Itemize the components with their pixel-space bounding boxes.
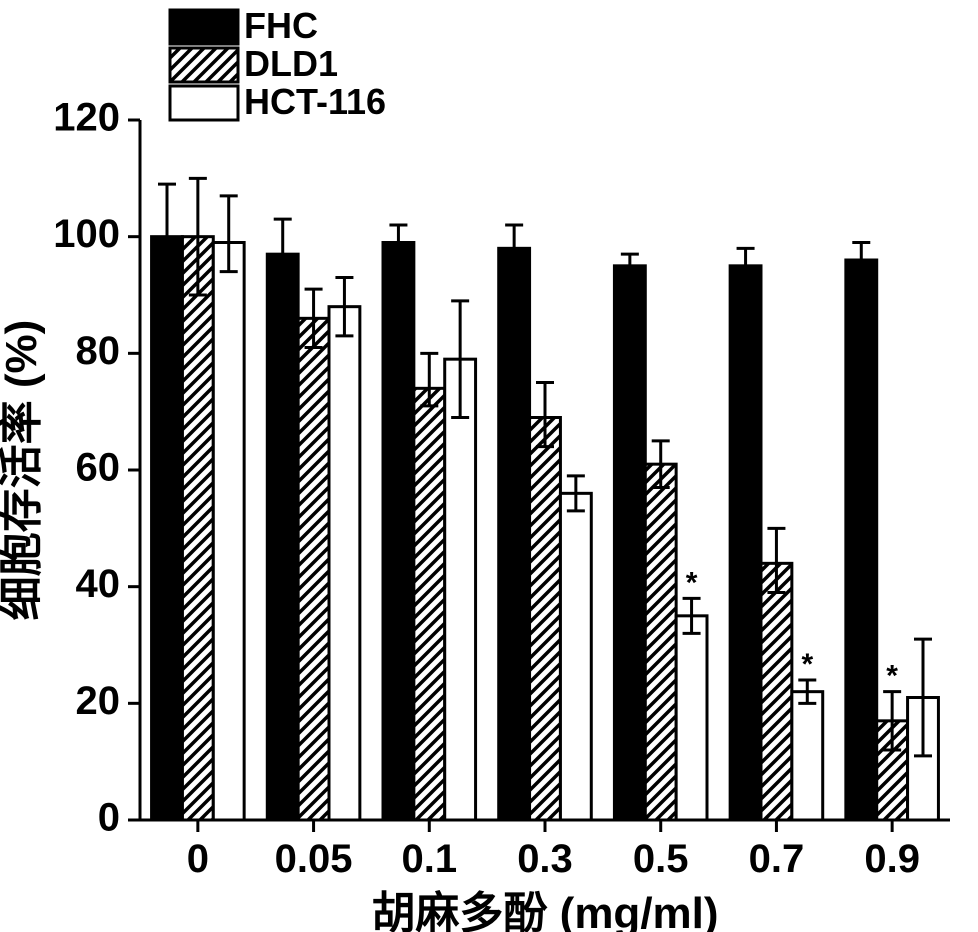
x-tick-label: 0.05 — [275, 837, 353, 881]
chart-svg: 0 20 40 60 80 100 120 0 0.05 0.1 0.3 0.5 0.7 0.9 胡麻多酚 … — [0, 0, 978, 932]
bar-DLD1 — [761, 563, 792, 820]
x-tick-label: 0.7 — [749, 837, 805, 881]
y-tick-label: 120 — [53, 96, 120, 140]
legend-swatch — [170, 48, 238, 82]
bar-DLD1 — [645, 464, 676, 820]
y-axis-title: 细胞存活率 (%) — [0, 320, 46, 621]
bar-DLD1 — [182, 237, 213, 820]
y-tick-label: 100 — [53, 212, 120, 256]
x-tick-label: 0.5 — [633, 837, 689, 881]
bar-DLD1 — [530, 418, 561, 821]
legend-label: FHC — [244, 5, 318, 46]
significance-marker: * — [886, 660, 898, 693]
bar-HCT-116 — [213, 243, 244, 821]
bar-FHC — [152, 237, 183, 820]
x-tick-label: 0.9 — [864, 837, 920, 881]
y-tick-label: 60 — [76, 446, 121, 490]
bar-FHC — [846, 260, 877, 820]
bar-FHC — [730, 266, 761, 820]
bar-FHC — [499, 248, 530, 820]
x-tick-label: 0.3 — [517, 837, 573, 881]
y-tick-label: 20 — [76, 679, 121, 723]
x-tick-label: 0 — [187, 837, 209, 881]
bar-DLD1 — [298, 318, 329, 820]
x-axis-title: 胡麻多酚 (mg/ml) — [371, 889, 718, 932]
y-tick-label: 40 — [76, 562, 121, 606]
legend-swatch — [170, 10, 238, 44]
legend-label: DLD1 — [244, 43, 338, 84]
legend-label: HCT-116 — [244, 81, 386, 122]
bar-FHC — [614, 266, 645, 820]
legend-swatch — [170, 86, 238, 120]
bar-HCT-116 — [676, 616, 707, 820]
bar-DLD1 — [414, 388, 445, 820]
y-tick-label: 0 — [98, 796, 120, 840]
bar-HCT-116 — [560, 493, 591, 820]
significance-marker: * — [801, 648, 813, 681]
y-tick-label: 80 — [76, 329, 121, 373]
bar-HCT-116 — [329, 307, 360, 820]
bar-FHC — [383, 243, 414, 821]
chart-container: 0 20 40 60 80 100 120 0 0.05 0.1 0.3 0.5 0.7 0.9 胡麻多酚 … — [0, 0, 978, 932]
x-tick-label: 0.1 — [401, 837, 457, 881]
bar-HCT-116 — [445, 359, 476, 820]
significance-marker: * — [686, 566, 698, 599]
bar-FHC — [267, 254, 298, 820]
bar-HCT-116 — [792, 692, 823, 820]
